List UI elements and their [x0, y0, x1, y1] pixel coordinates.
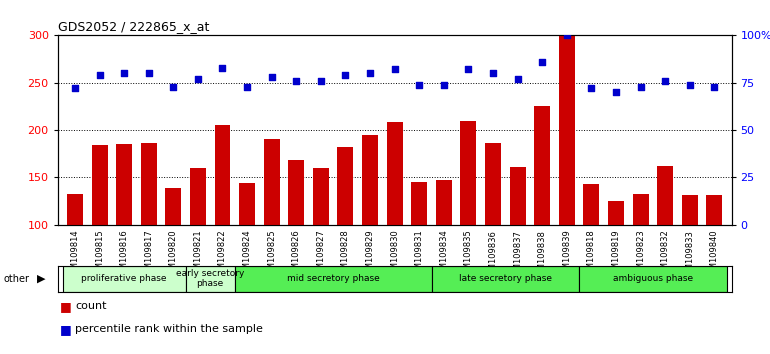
- Bar: [190, 168, 206, 225]
- Point: [634, 84, 647, 89]
- Bar: [534, 107, 550, 225]
- Point: [118, 70, 130, 76]
- Bar: [387, 121, 403, 225]
- Bar: [215, 125, 230, 225]
- Point: [364, 70, 377, 76]
- Point: [610, 89, 622, 95]
- Bar: [67, 194, 83, 225]
- Bar: [411, 182, 427, 225]
- Point: [142, 70, 155, 76]
- Bar: [362, 135, 378, 225]
- Bar: [116, 144, 132, 225]
- Point: [93, 72, 105, 78]
- Point: [241, 84, 253, 89]
- Bar: [608, 201, 624, 225]
- Bar: [559, 36, 574, 225]
- Bar: [436, 180, 452, 225]
- Text: ■: ■: [60, 300, 72, 313]
- Point: [315, 78, 327, 84]
- Point: [340, 72, 352, 78]
- Point: [708, 84, 721, 89]
- Bar: [657, 166, 673, 225]
- Point: [437, 82, 450, 87]
- Text: proliferative phase: proliferative phase: [82, 274, 167, 283]
- Bar: [186, 266, 235, 292]
- Bar: [431, 266, 579, 292]
- Point: [216, 65, 229, 70]
- Text: mid secretory phase: mid secretory phase: [286, 274, 380, 283]
- Bar: [288, 160, 304, 225]
- Text: ambiguous phase: ambiguous phase: [613, 274, 693, 283]
- Point: [192, 76, 204, 82]
- Bar: [510, 167, 526, 225]
- Point: [585, 86, 598, 91]
- Point: [536, 59, 548, 65]
- Point: [561, 33, 573, 38]
- Point: [487, 70, 499, 76]
- Point: [511, 76, 524, 82]
- Bar: [706, 195, 722, 225]
- Bar: [460, 121, 477, 225]
- Text: ■: ■: [60, 323, 72, 336]
- Text: ▶: ▶: [37, 274, 45, 284]
- Bar: [239, 183, 255, 225]
- Point: [266, 74, 278, 80]
- Bar: [263, 139, 280, 225]
- Bar: [584, 184, 599, 225]
- Bar: [632, 194, 648, 225]
- Point: [69, 86, 81, 91]
- Text: other: other: [4, 274, 30, 284]
- Point: [659, 78, 671, 84]
- Text: early secretory
phase: early secretory phase: [176, 269, 244, 289]
- Text: percentile rank within the sample: percentile rank within the sample: [75, 324, 263, 334]
- Text: GDS2052 / 222865_x_at: GDS2052 / 222865_x_at: [58, 20, 209, 33]
- Bar: [681, 195, 698, 225]
- Bar: [235, 266, 431, 292]
- Bar: [337, 147, 353, 225]
- Bar: [166, 188, 181, 225]
- Bar: [141, 143, 157, 225]
- Bar: [92, 145, 108, 225]
- Text: late secretory phase: late secretory phase: [459, 274, 552, 283]
- Point: [388, 67, 400, 72]
- Point: [684, 82, 696, 87]
- Bar: [62, 266, 186, 292]
- Point: [290, 78, 303, 84]
- Point: [462, 67, 474, 72]
- Point: [413, 82, 425, 87]
- Point: [167, 84, 179, 89]
- Bar: [485, 143, 501, 225]
- Text: count: count: [75, 301, 107, 311]
- Bar: [313, 168, 329, 225]
- Bar: [579, 266, 727, 292]
